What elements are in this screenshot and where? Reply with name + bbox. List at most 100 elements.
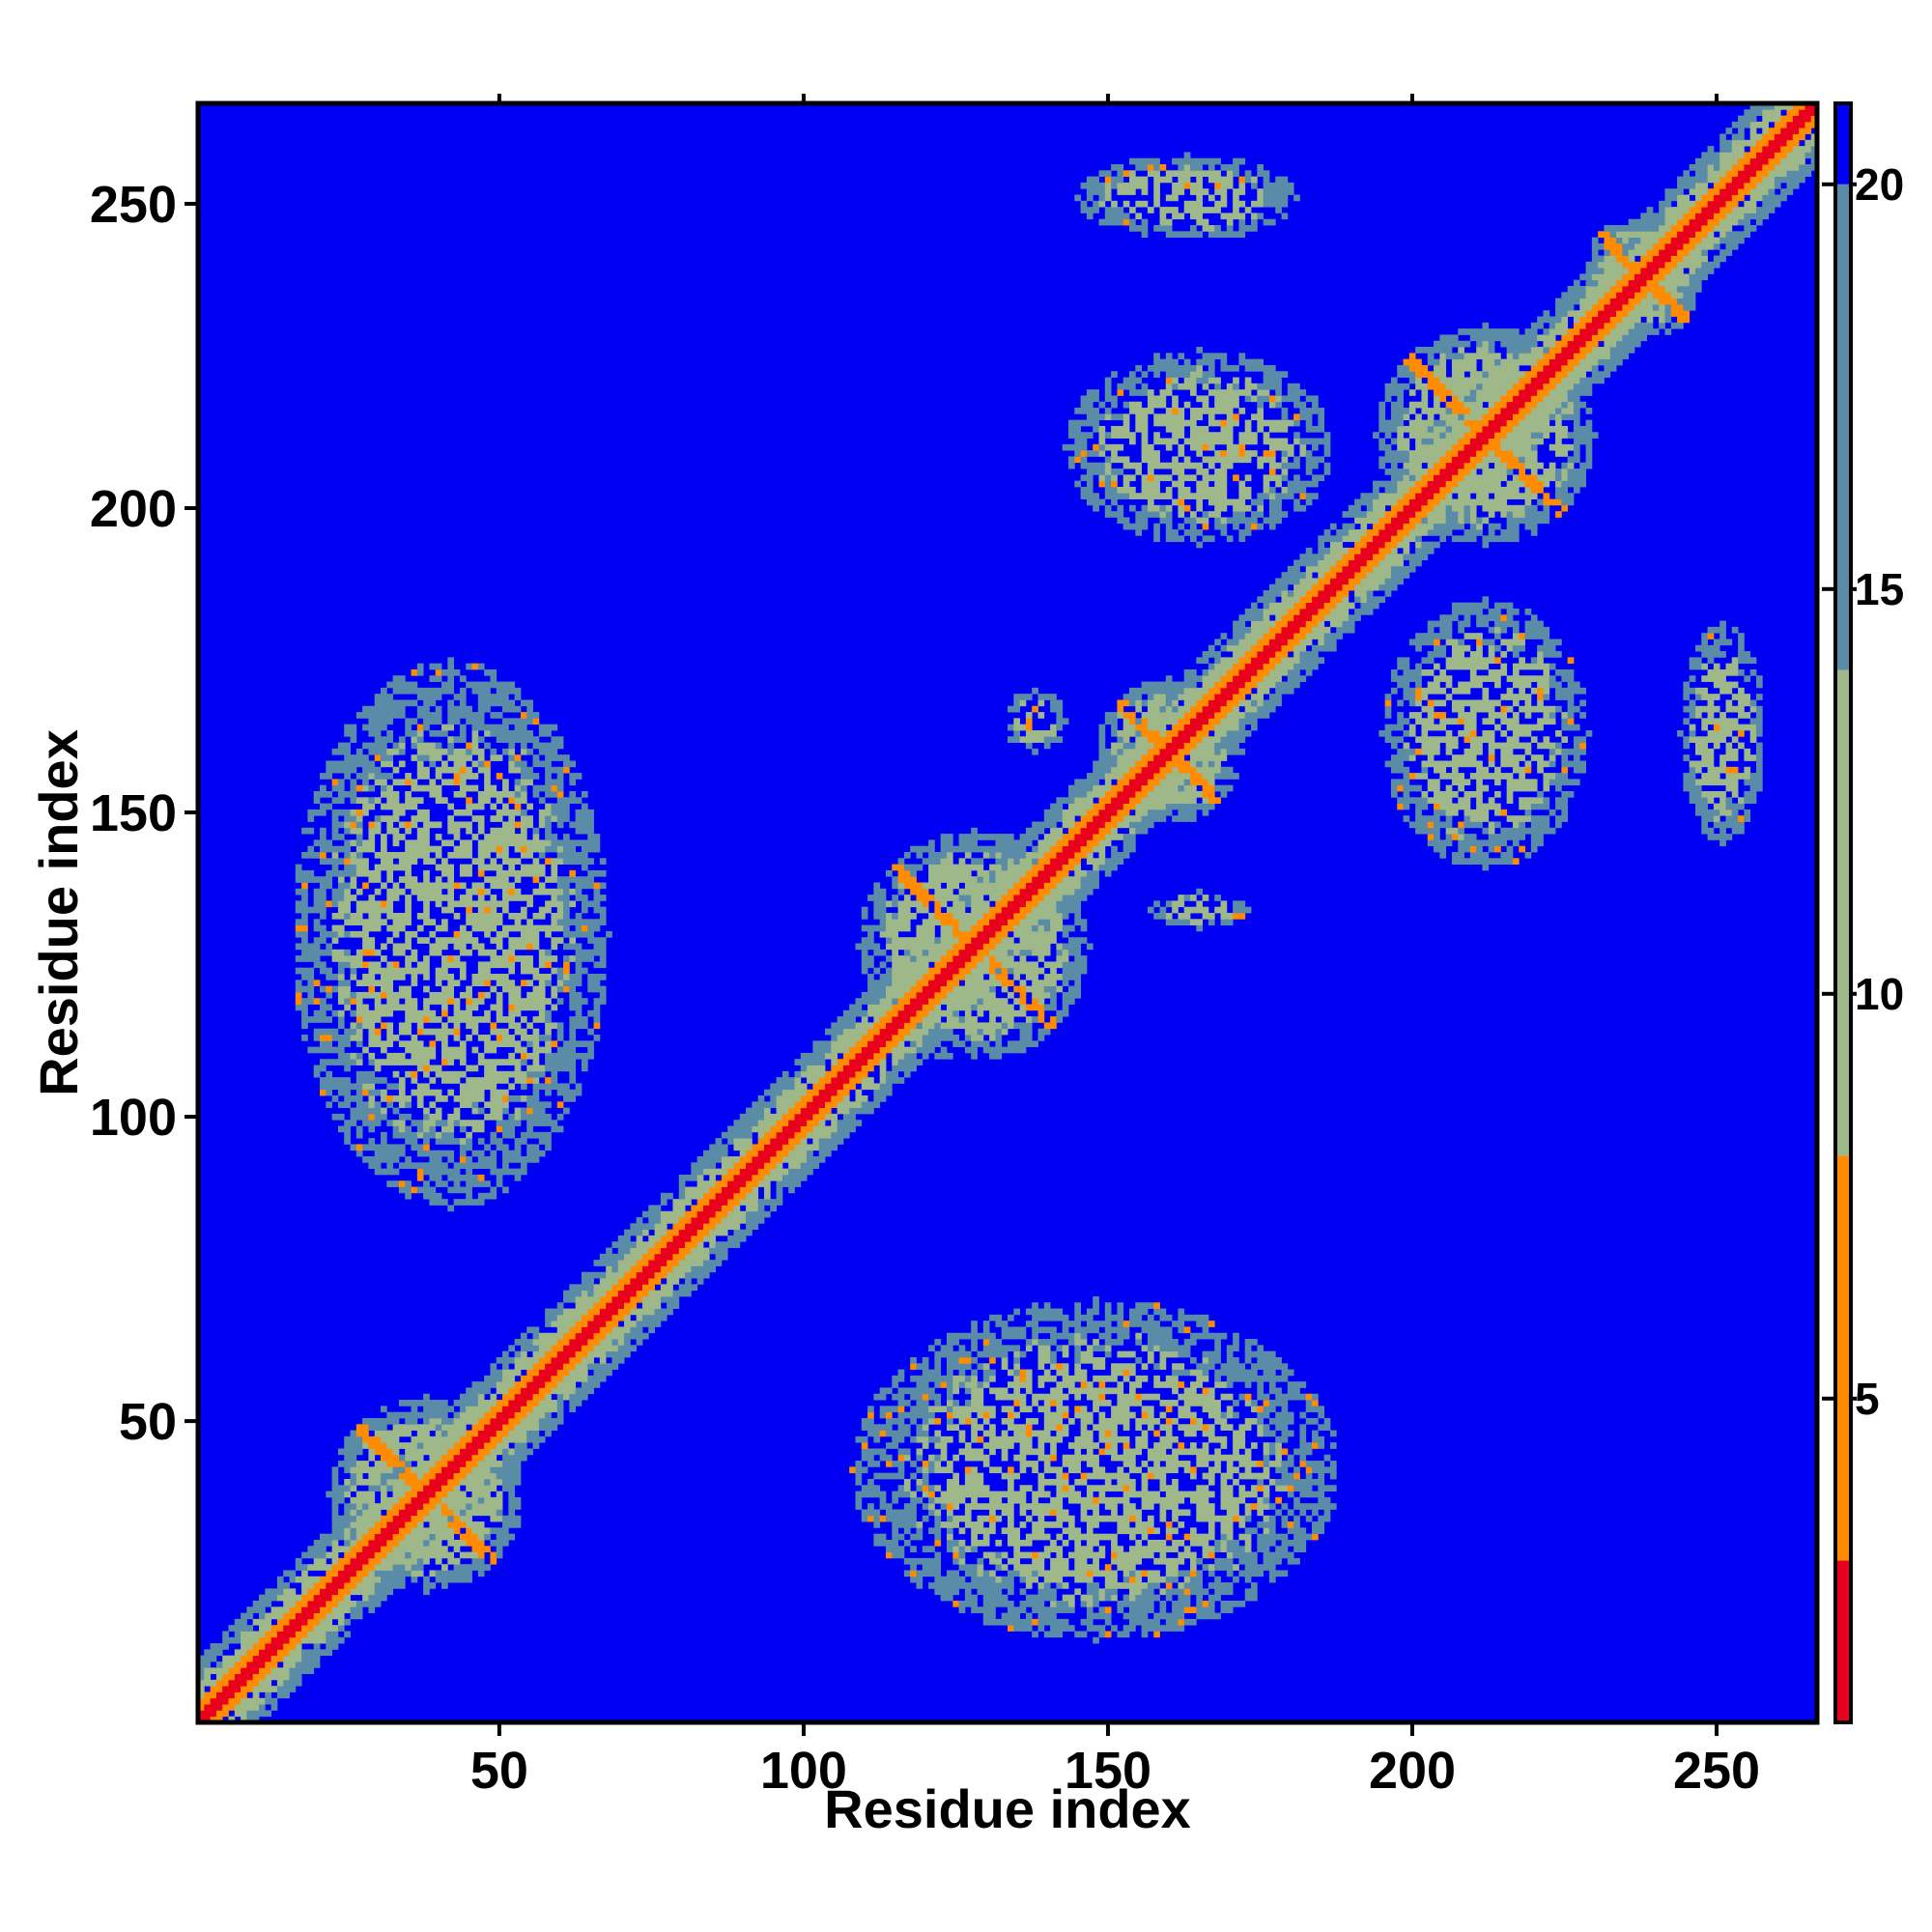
heatmap-cell	[1476, 639, 1483, 646]
heatmap-cell	[215, 1691, 236, 1699]
heatmap-cell	[1293, 583, 1313, 591]
heatmap-cell	[1147, 498, 1154, 506]
heatmap-cell	[1008, 864, 1033, 871]
heatmap-cell	[1329, 596, 1343, 604]
heatmap-cell	[1080, 474, 1094, 482]
heatmap-cell	[892, 876, 898, 883]
heatmap-cell	[459, 1101, 472, 1109]
heatmap-cell	[989, 985, 996, 993]
heatmap-cell	[1427, 480, 1447, 488]
heatmap-cell	[1512, 644, 1525, 652]
heatmap-cell	[520, 779, 533, 786]
heatmap-cell	[1512, 699, 1520, 707]
heatmap-cell	[715, 1253, 728, 1261]
heatmap-cell	[1098, 474, 1106, 482]
heatmap-cell	[234, 1661, 247, 1668]
heatmap-cell	[702, 1235, 716, 1242]
heatmap-cell	[964, 1442, 972, 1449]
heatmap-cell	[1037, 1478, 1069, 1486]
heatmap-cell	[1196, 1606, 1215, 1613]
heatmap-cell	[416, 1174, 424, 1181]
heatmap-cell	[526, 803, 533, 810]
heatmap-cell	[1122, 480, 1130, 488]
heatmap-cell	[411, 1077, 418, 1084]
heatmap-cell	[545, 773, 552, 780]
heatmap-cell	[1713, 742, 1720, 750]
heatmap-cell	[1439, 498, 1508, 506]
heatmap-cell	[1050, 1016, 1057, 1023]
heatmap-cell	[556, 1022, 564, 1030]
heatmap-cell	[1268, 504, 1282, 512]
heatmap-cell	[958, 1345, 966, 1352]
heatmap-cell	[477, 1448, 491, 1456]
heatmap-cell	[405, 1125, 412, 1133]
heatmap-cell	[477, 839, 552, 847]
heatmap-cell	[1050, 888, 1075, 895]
heatmap-cell	[916, 1040, 923, 1048]
heatmap-cell	[1373, 554, 1386, 560]
heatmap-cell	[331, 888, 345, 895]
heatmap-cell	[1512, 858, 1520, 865]
heatmap-cell	[392, 1515, 412, 1522]
heatmap-cell	[477, 895, 485, 901]
heatmap-cell	[861, 967, 868, 975]
heatmap-cell	[1226, 1533, 1234, 1541]
heatmap-cell	[1129, 1466, 1143, 1474]
heatmap-cell	[429, 1539, 442, 1547]
heatmap-cell	[477, 1430, 497, 1437]
heatmap-cell	[1500, 639, 1525, 646]
heatmap-cell	[1165, 803, 1215, 810]
heatmap-cell	[398, 858, 418, 865]
heatmap-cell	[879, 930, 898, 938]
heatmap-cell	[581, 900, 601, 908]
heatmap-cell	[599, 991, 607, 999]
heatmap-cell	[1159, 729, 1167, 737]
heatmap-cell	[556, 1302, 564, 1309]
heatmap-cell	[989, 864, 1003, 871]
heatmap-cell	[466, 913, 503, 920]
heatmap-cell	[1336, 529, 1350, 536]
heatmap-cell	[1257, 1478, 1264, 1486]
heatmap-cell	[855, 1461, 863, 1467]
heatmap-cell	[770, 1095, 777, 1102]
heatmap-cell	[903, 1539, 911, 1547]
heatmap-cell	[484, 1478, 491, 1486]
heatmap-cell	[1488, 827, 1495, 835]
heatmap-cell	[727, 1235, 747, 1242]
heatmap-cell	[952, 1454, 959, 1462]
heatmap-cell	[1001, 1406, 1014, 1413]
heatmap-cell	[1329, 547, 1350, 554]
heatmap-cell	[429, 1521, 448, 1528]
heatmap-cell	[1220, 913, 1234, 920]
heatmap-cell	[1037, 712, 1045, 719]
heatmap-cell	[355, 1503, 363, 1510]
heatmap-cell	[471, 1046, 479, 1054]
heatmap-cell	[508, 1430, 527, 1437]
heatmap-cell	[1755, 760, 1763, 768]
heatmap-cell	[1244, 1339, 1258, 1346]
heatmap-cell	[892, 955, 911, 962]
heatmap-cell	[1165, 1430, 1173, 1437]
heatmap-cell	[1524, 620, 1544, 628]
heatmap-cell	[490, 748, 497, 755]
heatmap-cell	[1013, 699, 1020, 707]
heatmap-cell	[776, 1192, 783, 1200]
heatmap-cell	[368, 1095, 376, 1102]
heatmap-cell	[320, 851, 327, 859]
heatmap-cell	[1683, 773, 1696, 780]
heatmap-cell	[940, 1503, 948, 1510]
heatmap-cell	[995, 930, 1009, 938]
heatmap-cell	[1178, 1381, 1185, 1388]
heatmap-cell	[1159, 1350, 1179, 1358]
heatmap-cell	[1098, 729, 1106, 737]
heatmap-cell	[1238, 718, 1258, 725]
heatmap-cell	[1713, 815, 1720, 822]
heatmap-cell	[977, 1515, 990, 1522]
heatmap-cell	[1178, 1350, 1191, 1358]
heatmap-cell	[1117, 754, 1143, 761]
heatmap-cell	[982, 1381, 990, 1388]
heatmap-cell	[1318, 1496, 1331, 1504]
heatmap-cell	[861, 1077, 874, 1084]
heatmap-cell	[892, 1046, 917, 1054]
heatmap-cell	[374, 1430, 412, 1437]
